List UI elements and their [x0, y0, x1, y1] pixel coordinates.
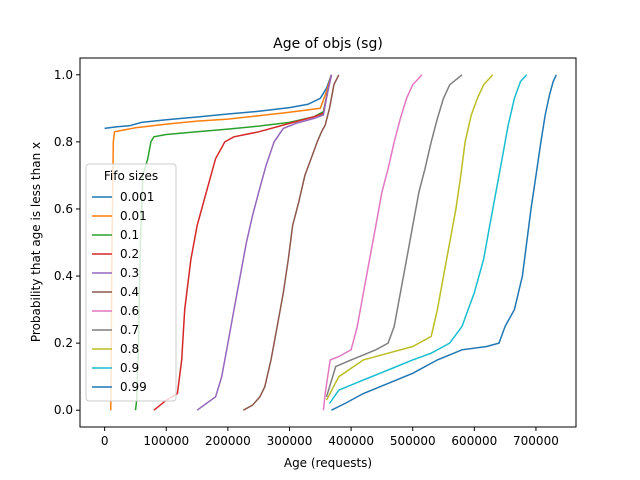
legend-label-0.7: 0.7 — [120, 323, 139, 337]
y-axis: 0.0 0.2 0.4 0.6 0.8 1.0 — [54, 68, 80, 417]
legend-label-0.99: 0.99 — [120, 380, 147, 394]
series-line-0.8 — [325, 74, 494, 401]
legend-title: Fifo sizes — [104, 169, 158, 183]
chart-title: Age of objs (sg) — [273, 36, 383, 52]
series-line-0.2 — [153, 74, 333, 411]
x-tick-label: 600000 — [451, 434, 497, 448]
y-tick-label: 0.6 — [54, 202, 73, 216]
x-tick-label: 200000 — [205, 434, 251, 448]
legend-label-0.1: 0.1 — [120, 228, 139, 242]
x-tick-label: 0 — [101, 434, 109, 448]
legend-label-0.8: 0.8 — [120, 342, 139, 356]
series-line-0.99 — [331, 74, 557, 411]
x-tick-label: 700000 — [513, 434, 559, 448]
legend-box — [85, 163, 177, 402]
y-tick-label: 0.8 — [54, 135, 73, 149]
legend-label-0.9: 0.9 — [120, 361, 139, 375]
y-axis-label: Probability that age is less than x — [29, 142, 43, 342]
x-tick-label: 300000 — [267, 434, 313, 448]
y-tick-label: 0.2 — [54, 336, 73, 350]
series-line-0.01 — [110, 74, 333, 411]
series-line-0.3 — [196, 74, 333, 411]
legend-label-0.3: 0.3 — [120, 266, 139, 280]
plot-frame — [79, 57, 577, 428]
series-line-0.9 — [328, 74, 528, 404]
legend: Fifo sizes 0.001 0.01 0.1 0.2 0.3 0.4 0.6 0.7 0.8… — [85, 163, 177, 402]
x-axis-label: Age (requests) — [284, 456, 372, 470]
x-tick-label: 500000 — [390, 434, 436, 448]
y-tick-label: 0.4 — [54, 269, 73, 283]
y-tick-label: 0.0 — [54, 403, 73, 417]
y-tick-label: 1.0 — [54, 68, 73, 82]
series-line-0.7 — [325, 74, 463, 398]
series-line-0.6 — [322, 74, 423, 411]
series-line-0.001 — [104, 74, 333, 130]
legend-label-0.2: 0.2 — [120, 247, 139, 261]
series-line-0.4 — [242, 74, 340, 411]
x-axis: 0 100000 200000 300000 400000 500000 600000 700… — [101, 427, 559, 448]
legend-label-0.4: 0.4 — [120, 285, 139, 299]
legend-label-0.001: 0.001 — [120, 190, 154, 204]
legend-label-0.01: 0.01 — [120, 209, 147, 223]
legend-label-0.6: 0.6 — [120, 304, 139, 318]
x-tick-label: 100000 — [143, 434, 189, 448]
x-tick-label: 400000 — [328, 434, 374, 448]
